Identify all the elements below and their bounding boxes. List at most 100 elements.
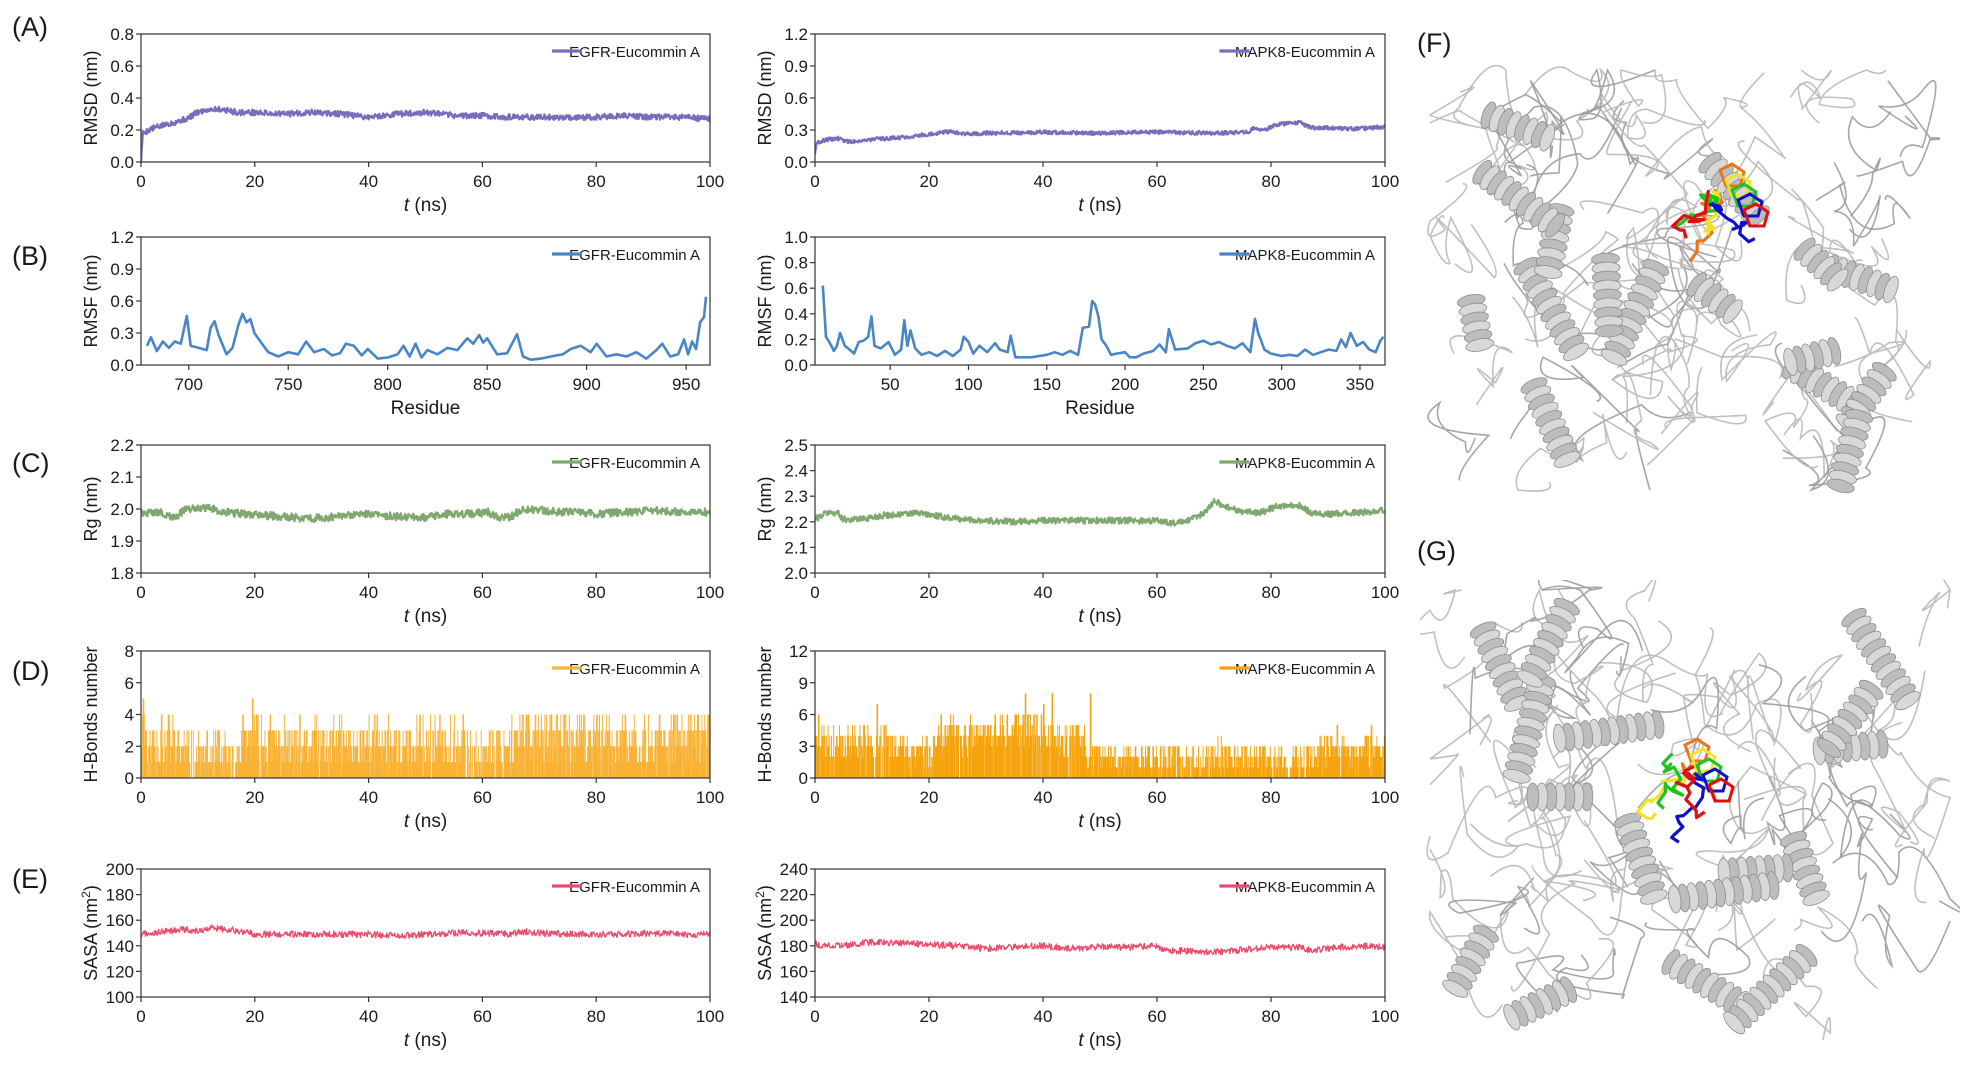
legend: EGFR-Eucommin A bbox=[552, 44, 700, 61]
x-tick-label: 0 bbox=[136, 788, 145, 807]
x-tick-label: 40 bbox=[1034, 788, 1053, 807]
panel-label-a: (A) bbox=[12, 12, 48, 42]
y-tick-label: 0.6 bbox=[110, 57, 134, 76]
protein-loop bbox=[1503, 586, 1603, 656]
panel-label-c: (C) bbox=[12, 448, 50, 478]
x-axis-label: t (ns) bbox=[1078, 1030, 1121, 1051]
data-spike bbox=[876, 703, 879, 778]
y-tick-label: 0.2 bbox=[110, 121, 134, 140]
protein-loop bbox=[1448, 877, 1541, 935]
protein-helix bbox=[1816, 679, 1884, 758]
protein-loop bbox=[1598, 620, 1672, 704]
y-tick-label: 240 bbox=[780, 860, 808, 879]
x-tick-label: 0 bbox=[810, 1007, 819, 1026]
chart-c-mapk8: 2.0 2.1 2.2 2.3 2.4 2.5 0 20 40 60 80 100 t (ns) Rg (… bbox=[755, 436, 1399, 627]
legend-label: MAPK8-Eucommin A bbox=[1235, 247, 1375, 264]
chart-b-egfr: 0.0 0.3 0.6 0.9 1.2 700 750 800 850 900 950 Residue… bbox=[81, 228, 711, 419]
chart-c-egfr: 1.8 1.9 2.0 2.1 2.2 0 20 40 60 80 100 t (ns) Rg (nm)… bbox=[81, 436, 724, 627]
y-tick-label: 2.3 bbox=[784, 487, 808, 506]
data-spike bbox=[1024, 693, 1027, 778]
protein-loop bbox=[1827, 785, 1877, 860]
x-axis-label: t (ns) bbox=[1078, 811, 1121, 832]
x-axis-label: t (ns) bbox=[1078, 606, 1121, 627]
x-tick-label: 100 bbox=[696, 788, 724, 807]
y-tick-label: 140 bbox=[780, 988, 808, 1007]
legend-label: EGFR-Eucommin A bbox=[569, 879, 700, 896]
y-axis-label: RMSF (nm) bbox=[81, 255, 101, 348]
protein-loop bbox=[1712, 652, 1767, 753]
x-tick-label: 60 bbox=[1148, 172, 1167, 191]
x-tick-label: 40 bbox=[1034, 1007, 1053, 1026]
y-tick-label: 6 bbox=[125, 674, 134, 693]
y-tick-label: 160 bbox=[780, 962, 808, 981]
protein-loop bbox=[1794, 906, 1879, 990]
y-tick-label: 1.9 bbox=[110, 532, 134, 551]
protein-loop bbox=[1599, 215, 1720, 278]
ligand-pose bbox=[1673, 182, 1758, 229]
protein-loop bbox=[1592, 333, 1686, 451]
y-tick-label: 2.5 bbox=[784, 436, 808, 455]
protein-helix bbox=[1591, 252, 1624, 338]
legend: MAPK8-Eucommin A bbox=[1219, 247, 1375, 264]
protein-helix bbox=[1457, 293, 1494, 352]
chart-e-egfr: 100 120 140 160 180 200 0 20 40 60 80 100 t (ns) SASA… bbox=[79, 860, 724, 1051]
protein-loop bbox=[1524, 66, 1610, 141]
x-tick-label: 100 bbox=[696, 1007, 724, 1026]
protein-helix bbox=[1513, 256, 1589, 361]
protein-loop bbox=[1606, 100, 1725, 177]
x-tick-label: 100 bbox=[1371, 1007, 1399, 1026]
x-tick-label: 200 bbox=[1111, 375, 1139, 394]
y-tick-label: 2.0 bbox=[784, 564, 808, 583]
y-axis-label: RMSD (nm) bbox=[755, 51, 775, 146]
protein-loop bbox=[1429, 848, 1510, 929]
x-axis-label: t (ns) bbox=[404, 811, 447, 832]
structure-g-image bbox=[1420, 580, 1960, 1041]
protein-helix bbox=[1686, 272, 1743, 324]
x-tick-label: 800 bbox=[374, 375, 402, 394]
protein-helix bbox=[1503, 976, 1578, 1031]
y-tick-label: 2.0 bbox=[110, 500, 134, 519]
y-tick-label: 2.2 bbox=[110, 436, 134, 455]
x-tick-label: 20 bbox=[920, 1007, 939, 1026]
protein-loop bbox=[1509, 397, 1692, 463]
protein-helix bbox=[1442, 924, 1499, 998]
protein-loop bbox=[1646, 335, 1695, 466]
protein-loop bbox=[1582, 67, 1639, 215]
protein-loop bbox=[1628, 236, 1721, 328]
legend: MAPK8-Eucommin A bbox=[1219, 44, 1375, 61]
protein-loop bbox=[1598, 98, 1689, 290]
protein-loop bbox=[1570, 413, 1628, 465]
y-tick-label: 4 bbox=[125, 706, 134, 725]
x-tick-label: 100 bbox=[954, 375, 982, 394]
x-axis-label: t (ns) bbox=[1078, 195, 1121, 216]
x-axis-label: Residue bbox=[391, 398, 461, 419]
structure-f-image bbox=[1427, 64, 1940, 494]
protein-loop bbox=[1564, 619, 1644, 676]
protein-loop bbox=[1428, 86, 1503, 183]
data-line bbox=[815, 938, 1385, 956]
x-tick-label: 80 bbox=[587, 583, 606, 602]
legend-label: EGFR-Eucommin A bbox=[569, 247, 700, 264]
protein-loop bbox=[1862, 708, 1952, 904]
protein-loop bbox=[1833, 162, 1881, 247]
x-tick-label: 250 bbox=[1189, 375, 1217, 394]
data-spike bbox=[1336, 725, 1339, 778]
protein-loop bbox=[1758, 664, 1873, 808]
panel-label-b: (B) bbox=[12, 241, 48, 271]
x-tick-label: 60 bbox=[1148, 583, 1167, 602]
data-bars bbox=[815, 714, 1385, 778]
y-axis-label: SASA (nm2) bbox=[79, 885, 101, 981]
data-spike bbox=[462, 714, 465, 778]
protein-helix bbox=[1520, 377, 1581, 468]
panel-label-f: (F) bbox=[1417, 28, 1452, 58]
plot-frame bbox=[814, 868, 1386, 998]
x-axis-label: t (ns) bbox=[404, 195, 447, 216]
protein-loop bbox=[1612, 100, 1723, 180]
y-tick-label: 1.2 bbox=[784, 25, 808, 44]
x-tick-label: 60 bbox=[1148, 788, 1167, 807]
data-line bbox=[815, 119, 1385, 155]
x-tick-label: 80 bbox=[1262, 583, 1281, 602]
x-axis-label: t (ns) bbox=[404, 606, 447, 627]
protein-loop bbox=[1805, 69, 1887, 124]
